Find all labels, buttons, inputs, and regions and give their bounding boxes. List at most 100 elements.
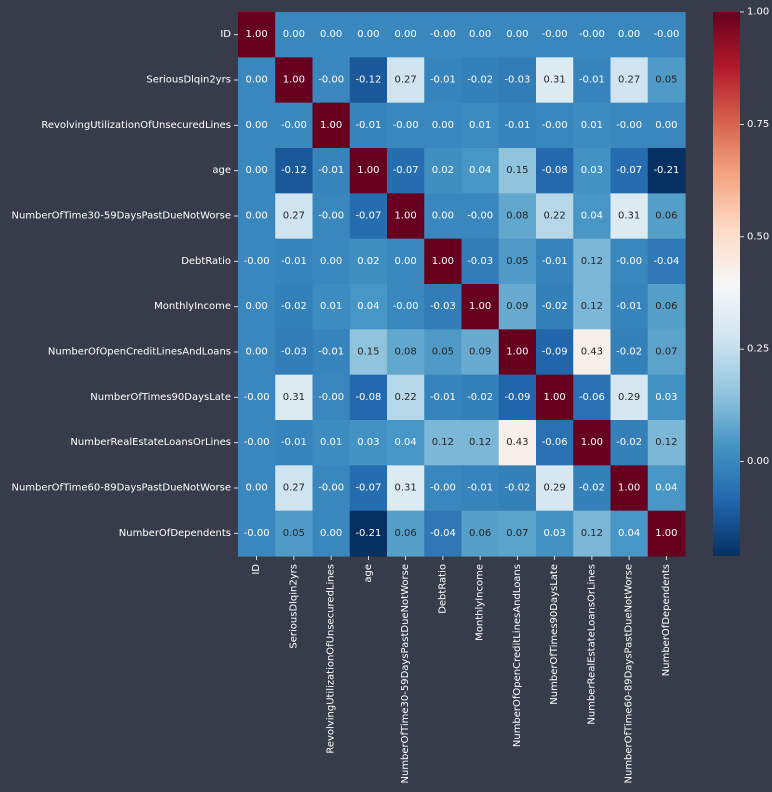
cell-value-r10-c5: -0.00 [430,483,456,494]
col-label-seriousdlqin2yrs: SeriousDlqin2yrs [288,564,299,649]
cell-r11-c11 [647,510,686,557]
cell-r7-c3 [349,329,388,376]
cell-r5-c1 [275,238,314,285]
cell-value-r8-c7: -0.09 [504,392,530,403]
col-label-numberoftimes90dayslate: NumberOfTimes90DaysLate [549,564,560,705]
cell-r2-c5 [424,102,463,149]
cell-value-r11-c0: -0.00 [244,528,270,539]
cell-r8-c2 [312,374,351,421]
cell-r8-c9 [573,374,612,421]
cell-r9-c0 [238,420,276,466]
cell-r7-c10 [610,329,649,376]
cell-value-r0-c7: 0.00 [506,29,528,40]
cell-r8-c4 [387,374,425,421]
cell-r11-c5 [424,510,463,557]
cell-r6-c11 [647,284,686,330]
cell-value-r9-c7: 0.43 [506,437,528,448]
cell-value-r6-c8: -0.02 [542,301,568,312]
cell-value-r3-c8: -0.08 [542,165,568,176]
row-label-monthlyincome: MonthlyIncome [154,301,231,312]
cell-value-r3-c6: 0.04 [469,165,491,176]
cell-r6-c7 [498,284,537,330]
cell-value-r8-c9: -0.06 [579,392,605,403]
cell-r0-c0 [238,12,276,58]
cell-value-r0-c0: 1.00 [245,29,267,40]
row-label-age: age [212,165,231,176]
cell-value-r0-c10: 0.00 [618,29,640,40]
cell-value-r6-c1: -0.02 [281,301,307,312]
cell-r4-c11 [647,193,686,240]
col-label-numberrealestateloansorlines: NumberRealEstateLoansOrLines [586,564,597,725]
cell-r3-c2 [312,148,351,194]
cell-r5-c0 [238,238,276,285]
cell-r7-c2 [312,329,351,376]
cell-r9-c5 [424,420,463,466]
row-label-numberofdependents: NumberOfDependents [119,528,231,539]
cell-r1-c7 [498,57,537,104]
colorbar [713,12,740,556]
row-label-id: ID [220,29,231,40]
cell-r11-c6 [461,510,500,557]
cell-r0-c2 [312,12,351,58]
cell-value-r3-c3: 1.00 [357,165,379,176]
cell-value-r5-c0: -0.00 [244,256,270,267]
cell-value-r0-c8: -0.00 [542,29,568,40]
cell-r11-c2 [312,510,351,557]
cell-value-r1-c11: 0.05 [655,75,677,86]
col-label-numberofdependents: NumberOfDependents [661,564,672,676]
cell-value-r9-c8: -0.06 [542,437,568,448]
cell-r7-c1 [275,329,314,376]
cell-value-r3-c10: -0.07 [616,165,642,176]
cell-r7-c6 [461,329,500,376]
row-label-numberoftime60-89dayspastduenotworse: NumberOfTime60-89DaysPastDueNotWorse [12,483,232,494]
row-label-seriousdlqin2yrs: SeriousDlqin2yrs [146,75,231,86]
cell-value-r11-c2: 0.00 [320,528,342,539]
cell-r11-c9 [573,510,612,557]
cell-r11-c0 [238,510,276,557]
cell-r3-c1 [275,148,314,194]
cell-value-r5-c7: 0.05 [506,256,528,267]
cell-r0-c8 [536,12,574,58]
cell-value-r0-c2: 0.00 [320,29,342,40]
cell-value-r10-c3: -0.07 [355,483,381,494]
cell-value-r0-c6: 0.00 [469,29,491,40]
cell-value-r9-c4: 0.04 [394,437,416,448]
cell-r8-c11 [647,374,686,421]
heatmap-annotations: 1.00 0.00 0.00 0.00 0.00 -0.00 0.00 0.00 -0.00 -0… [244,29,680,539]
cell-value-r1-c10: 0.27 [618,75,640,86]
cell-r4-c1 [275,193,314,240]
colorbar-gradient [713,12,740,556]
cell-r0-c7 [498,12,537,58]
cell-value-r7-c11: 0.07 [655,347,677,358]
cell-value-r8-c1: 0.31 [283,392,305,403]
cell-r10-c5 [424,465,463,512]
row-label-numberoftimes90dayslate: NumberOfTimes90DaysLate [90,392,231,403]
cell-r9-c3 [349,420,388,466]
cell-r11-c8 [536,510,574,557]
cell-r5-c5 [424,238,463,285]
row-label-numberoftime30-59dayspastduenotworse: NumberOfTime30-59DaysPastDueNotWorse [12,211,232,222]
cell-value-r10-c9: -0.02 [579,483,605,494]
cell-value-r4-c0: 0.00 [245,211,267,222]
cell-r2-c7 [498,102,537,149]
cell-value-r2-c8: -0.00 [542,120,568,131]
cell-r2-c6 [461,102,500,149]
cell-r9-c2 [312,420,351,466]
cell-value-r9-c9: 1.00 [581,437,603,448]
cell-value-r2-c11: 0.00 [655,120,677,131]
cell-r10-c8 [536,465,574,512]
colorbar-label-0-25: 0.25 [747,344,769,355]
cell-value-r6-c11: 0.06 [655,301,677,312]
col-label-debtratio: DebtRatio [437,564,448,614]
cell-r1-c4 [387,57,425,104]
cell-r1-c3 [349,57,388,104]
cell-r11-c1 [275,510,314,557]
cell-r9-c9 [573,420,612,466]
cell-value-r3-c2: -0.01 [318,165,344,176]
cell-r0-c9 [573,12,612,58]
cell-value-r3-c9: 0.03 [581,165,603,176]
cell-value-r1-c9: -0.01 [579,75,605,86]
cell-value-r6-c6: 1.00 [469,301,491,312]
cell-value-r6-c4: -0.00 [393,301,419,312]
cell-value-r9-c3: 0.03 [357,437,379,448]
